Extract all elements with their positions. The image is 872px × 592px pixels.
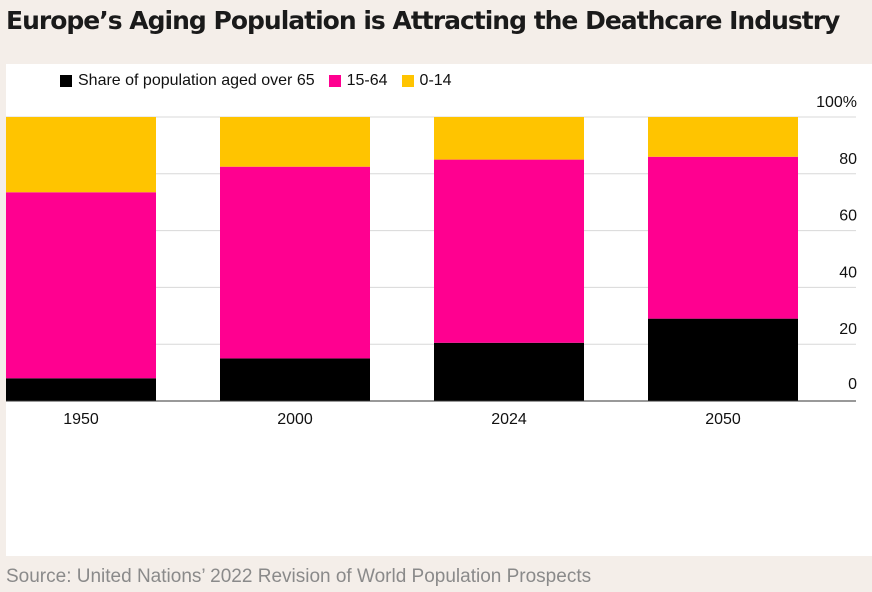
bar-segment	[434, 117, 584, 160]
legend-item-over-65: Share of population aged over 65	[60, 72, 315, 90]
legend-label-15-64: 15-64	[346, 72, 388, 89]
legend-swatch-15-64	[328, 75, 341, 87]
chart-title: Europe’s Aging Population is Attracting …	[6, 6, 840, 35]
bar-segment	[434, 342, 584, 401]
legend-label-over-65: Share of population aged over 65	[78, 72, 315, 89]
bar-segment	[220, 358, 370, 401]
bar-segment	[220, 117, 370, 167]
bar-segment	[648, 156, 798, 319]
y-tick-label: 0	[848, 376, 857, 393]
x-tick-label: 1950	[63, 411, 99, 428]
legend-swatch-0-14	[401, 75, 414, 87]
y-tick-label: 20	[839, 321, 857, 338]
y-tick-label: 60	[839, 208, 857, 225]
y-tick-label: 100%	[816, 94, 857, 111]
x-tick-label: 2024	[491, 411, 527, 428]
bar-segment	[6, 192, 156, 379]
bar-segment	[6, 117, 156, 193]
bar-segment	[434, 159, 584, 343]
chart-panel: 100% 80 60 40 20 0 1950 2000 2024 2050 Share of p…	[6, 64, 872, 556]
bar-segment	[648, 318, 798, 401]
bar-segment	[220, 166, 370, 359]
legend-label-0-14: 0-14	[419, 72, 452, 89]
x-tick-label: 2000	[277, 411, 313, 428]
stacked-bar-chart: 100% 80 60 40 20 0 1950 2000 2024 2050	[6, 94, 857, 428]
legend-item-15-64: 15-64	[328, 72, 388, 90]
legend: Share of population aged over 65 15-64 0…	[60, 72, 466, 90]
y-tick-label: 80	[839, 151, 857, 168]
source-note: Source: United Nations’ 2022 Revision of…	[6, 566, 592, 587]
legend-item-0-14: 0-14	[401, 72, 452, 90]
legend-swatch-over-65	[60, 75, 72, 87]
x-tick-label: 2050	[705, 411, 741, 428]
bar-segment	[648, 117, 798, 157]
bar-segment	[6, 378, 156, 401]
y-tick-label: 40	[839, 264, 857, 281]
